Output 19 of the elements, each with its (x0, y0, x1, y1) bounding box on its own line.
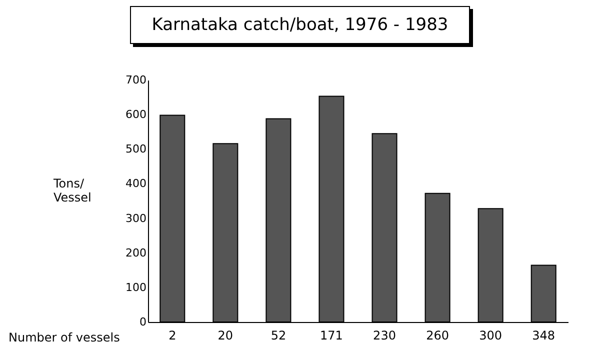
chart-title: Karnataka catch/boat, 1976 - 1983 (130, 6, 470, 44)
y-tick-label: 300 (126, 212, 146, 225)
x-tick-label: 260 (426, 328, 449, 342)
y-tick-label: 200 (126, 246, 146, 260)
x-tick-label: 300 (479, 328, 502, 342)
x-tick-label: 171 (320, 328, 343, 342)
x-tick-label: 52 (270, 328, 286, 342)
y-axis-title: Tons/ Vessel (52, 176, 92, 204)
x-tick-label: 2 (168, 328, 176, 342)
y-tick-label: 600 (126, 108, 146, 122)
y-tick-label: 400 (126, 177, 146, 190)
x-tick-label: 20 (218, 328, 234, 342)
y-tick-label: 100 (126, 280, 146, 294)
x-tick-label: 348 (532, 328, 556, 342)
y-tick-label: 0 (140, 316, 146, 328)
y-tick-label: 700 (126, 74, 146, 86)
y-tick-label: 500 (126, 142, 146, 156)
x-tick-label: 230 (373, 328, 396, 342)
x-axis-title: Number of vessels (8, 330, 120, 344)
